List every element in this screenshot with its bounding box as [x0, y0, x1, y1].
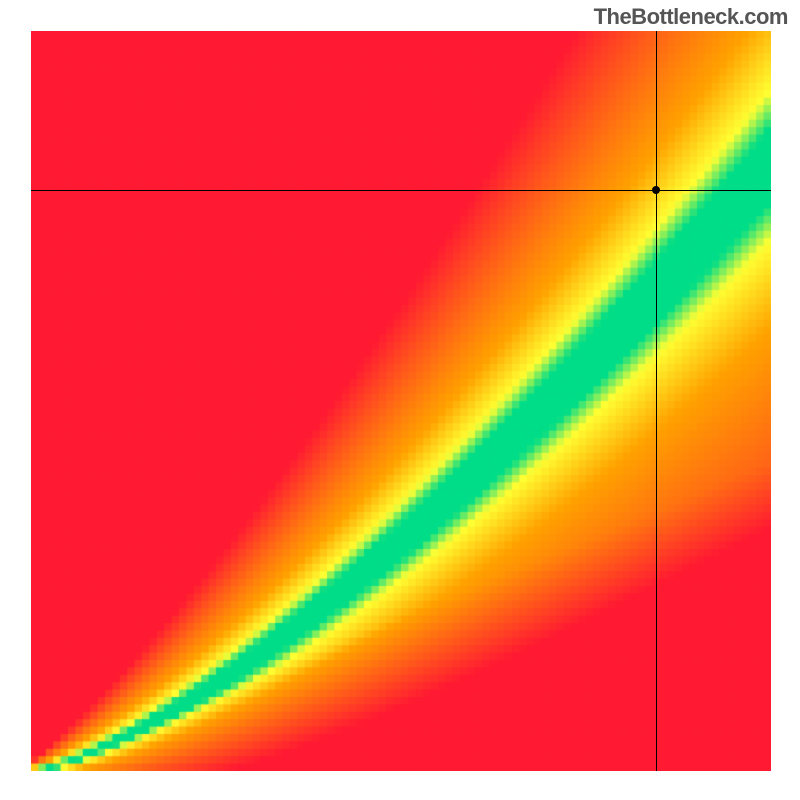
crosshair-marker [652, 186, 660, 194]
bottleneck-heatmap [30, 30, 772, 772]
watermark-text: TheBottleneck.com [594, 4, 788, 30]
heatmap-canvas [31, 31, 771, 771]
crosshair-vertical [656, 31, 657, 771]
